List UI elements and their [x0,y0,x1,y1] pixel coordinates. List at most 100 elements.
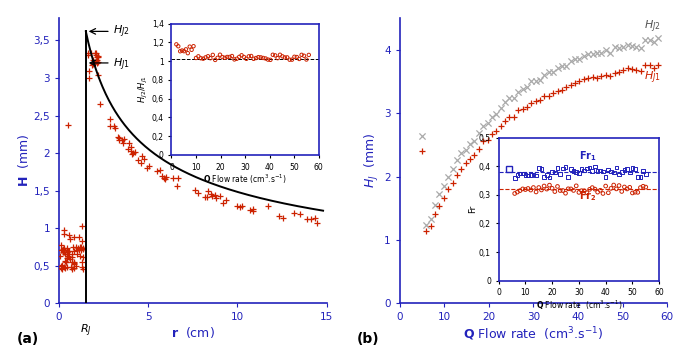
Point [486,114,498,120]
Point [513,107,524,113]
Point [129,149,140,155]
Point [605,50,616,55]
Point [526,79,537,84]
Point [644,62,655,68]
Point [126,148,137,154]
Point [420,228,432,234]
Point [504,114,515,120]
Point [561,85,572,90]
Point [63,233,74,238]
Point [517,106,528,112]
Point [202,194,213,200]
Point [439,183,450,188]
Point [534,97,546,102]
Point [631,67,642,72]
Point [639,37,651,42]
Point [91,60,102,66]
Point [113,137,124,143]
Point [61,259,72,265]
Point [425,216,436,222]
Point [74,253,85,259]
Point [92,54,104,60]
Point [127,150,138,155]
Point [126,144,137,150]
Point [58,249,69,255]
Point [110,125,121,131]
Point [447,167,458,172]
Point [117,137,128,142]
Point [84,75,95,80]
Point [92,72,103,77]
Point [587,51,598,56]
Point [105,116,116,122]
Point [58,227,70,233]
Point [211,195,222,201]
Point [65,256,76,262]
Point [600,72,612,78]
Point [67,251,78,257]
Point [644,37,655,42]
Point [143,163,154,169]
Point [76,238,88,244]
Point [61,251,72,257]
Point [77,246,88,252]
Point [138,156,149,162]
Point [469,152,480,158]
Point [605,73,616,79]
Point [247,206,259,212]
Point [91,54,102,60]
Point [613,45,624,51]
Point [578,76,589,82]
Point [570,80,581,85]
Point [451,157,462,163]
Point [513,89,524,95]
Point [548,69,559,74]
Point [59,245,70,251]
Point [578,53,589,59]
Point [460,147,471,153]
Point [648,39,660,45]
Point [88,61,99,67]
Point [491,112,502,117]
Point [618,44,629,50]
Point [635,45,646,51]
Point [56,265,67,271]
Point [83,50,94,56]
Point [61,249,72,255]
Point [56,262,67,267]
Point [56,247,67,253]
Point [653,62,664,68]
Point [105,124,116,129]
Point [430,202,441,208]
Point [609,70,620,76]
Point [71,244,82,250]
Point [500,118,511,124]
Point [561,64,572,69]
Point [600,47,612,53]
Point [232,203,243,209]
Point [530,78,541,84]
Point [653,35,664,41]
X-axis label: $\mathbf{r}$  (cm): $\mathbf{r}$ (cm) [171,325,215,340]
Point [596,74,607,79]
Point [67,244,79,250]
Point [262,203,273,209]
Point [631,44,642,50]
Point [521,84,532,90]
Point [622,65,633,71]
Point [626,66,637,72]
Point [609,45,620,50]
Point [91,52,102,58]
Point [69,260,80,265]
Point [434,191,445,197]
Point [582,51,594,56]
Point [56,242,67,248]
Point [495,123,506,129]
Point [69,261,80,267]
Point [526,100,537,106]
Point [234,205,245,210]
Point [215,193,226,199]
Point [552,88,563,94]
Point [172,175,183,181]
Point [76,259,87,265]
